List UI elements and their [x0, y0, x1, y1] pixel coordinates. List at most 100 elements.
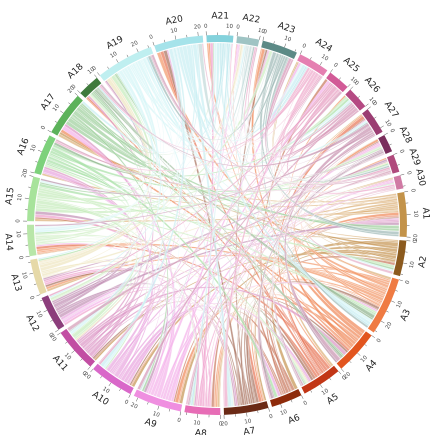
- tick-mark: [367, 106, 371, 110]
- tick-mark: [94, 74, 98, 78]
- tick-mark: [389, 143, 392, 146]
- tick-mark: [90, 368, 94, 373]
- sector-arc-a24: [297, 54, 328, 77]
- tick-label: 10: [383, 119, 392, 129]
- tick-label: 10: [101, 386, 111, 395]
- sector-label-a15: A15: [4, 187, 16, 206]
- tick-label: 10: [226, 24, 234, 30]
- sector-arc-a3: [367, 277, 399, 333]
- tick-label: 0: [398, 149, 405, 155]
- tick-mark: [128, 394, 131, 398]
- tick-label: 10: [63, 352, 72, 362]
- sector-label-a24: A24: [313, 37, 333, 55]
- tick-mark: [40, 299, 43, 302]
- tick-label: 0: [91, 65, 98, 72]
- ribbon-a2-a14: [37, 235, 399, 256]
- tick-mark: [107, 66, 110, 69]
- tick-mark: [391, 300, 395, 303]
- ribbon-a21-a14: [34, 43, 227, 228]
- sector-arc-a2: [393, 240, 407, 277]
- tick-mark: [136, 48, 139, 53]
- ribbon-a17-a4: [78, 105, 345, 357]
- tick-mark: [347, 83, 351, 88]
- tick-label: 0: [219, 421, 223, 427]
- tick-label: 20: [130, 40, 139, 49]
- tick-mark: [147, 402, 149, 405]
- tick-mark: [60, 110, 64, 114]
- ribbon-layer: [34, 42, 400, 408]
- sector-label-a25: A25: [341, 56, 361, 75]
- tick-mark: [320, 384, 323, 388]
- ribbon-a28-a18: [101, 83, 385, 178]
- tick-label: 10: [367, 96, 376, 106]
- ribbon-a19-a2: [130, 63, 394, 272]
- tick-label: 0: [388, 128, 395, 134]
- tick-mark: [37, 149, 42, 152]
- sector-label-a27: A27: [382, 100, 400, 120]
- tick-mark: [55, 329, 59, 333]
- sector-arc-layer: [27, 35, 407, 415]
- tick-label: 0: [409, 188, 416, 193]
- sector-arc-a22: [236, 36, 260, 47]
- sector-label-a1: A1: [420, 207, 431, 219]
- ribbon-a7-a28: [240, 140, 380, 405]
- tick-label: 0: [405, 279, 412, 285]
- ribbon-a26-a25: [282, 90, 355, 162]
- sector-arc-a23: [261, 40, 297, 59]
- ribbon-a20-a22: [176, 44, 246, 136]
- sector-label-a2: A2: [417, 255, 429, 268]
- tick-label: 10: [52, 103, 61, 113]
- tick-label: 10: [87, 66, 97, 75]
- tick-label: 0: [413, 239, 419, 243]
- tick-label: 10: [279, 409, 288, 417]
- sector-label-a20: A20: [165, 14, 185, 27]
- tick-label: 10: [283, 35, 292, 43]
- ribbon-a23-a8: [189, 53, 281, 406]
- tick-label: 10: [193, 420, 201, 427]
- tick-mark: [74, 92, 78, 96]
- tick-mark: [179, 411, 182, 416]
- ribbon-a10-a12: [60, 281, 154, 372]
- tick-label: 20: [385, 321, 394, 331]
- sector-label-a28: A28: [397, 125, 414, 145]
- tick-mark: [284, 43, 287, 48]
- sector-arc-a27: [362, 109, 383, 136]
- tick-label: 20: [48, 334, 57, 344]
- tick-label: 0: [23, 168, 30, 173]
- tick-mark: [29, 272, 34, 275]
- tick-mark: [100, 376, 103, 379]
- tick-mark: [364, 344, 367, 347]
- sector-label-a21: A21: [211, 11, 229, 21]
- sector-arc-a19: [99, 46, 154, 82]
- ribbon-a15-a8: [36, 198, 197, 406]
- tick-mark: [299, 50, 303, 55]
- tick-mark: [380, 320, 385, 324]
- sector-arc-a12: [41, 295, 65, 330]
- tick-label: 10: [34, 310, 43, 319]
- tick-mark: [290, 399, 293, 403]
- tick-mark: [398, 279, 403, 282]
- sector-label-a23: A23: [276, 21, 296, 36]
- tick-mark: [268, 407, 270, 412]
- tick-label: 10: [409, 260, 416, 269]
- tick-layer: 0102001001020010200100100102001001020010…: [15, 24, 420, 428]
- tick-mark: [87, 366, 91, 370]
- tick-label: 0: [17, 256, 24, 261]
- tick-mark: [71, 350, 75, 354]
- tick-mark: [135, 397, 139, 402]
- tick-label: 0: [301, 43, 307, 50]
- sector-arc-a7: [223, 401, 269, 415]
- tick-mark: [36, 294, 41, 297]
- sector-arc-a28: [378, 134, 393, 154]
- ribbon-a10-a23: [110, 50, 270, 374]
- tick-mark: [301, 395, 304, 399]
- tick-mark: [371, 335, 376, 338]
- tick-mark: [43, 310, 48, 313]
- ribbon-a1-a17: [58, 133, 397, 203]
- tick-label: 0: [40, 125, 47, 131]
- tick-mark: [147, 45, 149, 48]
- tick-mark: [330, 69, 333, 73]
- tick-label: 10: [396, 300, 404, 309]
- tick-label: 10: [30, 144, 38, 153]
- sector-arc-a4: [336, 331, 372, 369]
